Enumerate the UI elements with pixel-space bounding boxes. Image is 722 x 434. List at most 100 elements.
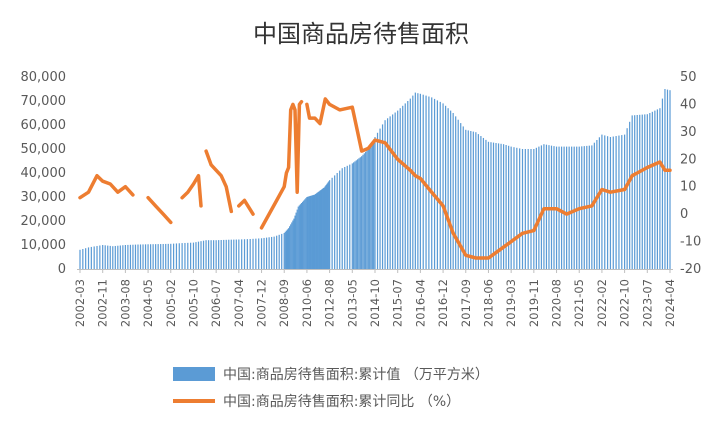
bar	[102, 245, 104, 269]
bar	[324, 186, 326, 269]
bar	[190, 242, 192, 269]
legend: 中国:商品房待售面积:累计值 （万平方米） 中国:商品房待售面积:累计同比 （%）	[173, 367, 489, 410]
bar	[661, 98, 664, 269]
bar	[328, 181, 330, 269]
bar	[450, 110, 452, 269]
bar	[598, 137, 601, 269]
bar	[233, 239, 235, 269]
bar	[114, 245, 116, 269]
bar	[392, 114, 394, 269]
bar	[235, 239, 237, 269]
x-axis-tick-label: 2020-08	[550, 279, 564, 327]
bar	[87, 247, 90, 269]
bar	[165, 243, 167, 269]
bar	[664, 89, 666, 269]
bar	[612, 136, 614, 269]
bar	[260, 238, 263, 269]
bar	[639, 114, 641, 269]
bar	[306, 197, 308, 269]
x-axis-tick-label: 2019-11	[527, 279, 541, 327]
bar-series	[79, 89, 671, 270]
bar	[646, 114, 648, 269]
bar	[407, 101, 409, 269]
bar	[246, 239, 248, 269]
bar	[82, 249, 84, 269]
bar	[192, 242, 195, 269]
bar	[376, 132, 379, 269]
bar	[538, 146, 540, 269]
bar	[351, 163, 353, 269]
right-axis-tick-label: -20	[680, 262, 701, 277]
bar	[573, 146, 575, 269]
bar	[162, 243, 164, 269]
bar	[631, 115, 633, 270]
bar	[109, 245, 111, 269]
bar	[170, 243, 172, 269]
x-axis-tick-label: 2006-07	[209, 279, 223, 327]
bar	[317, 191, 319, 269]
bar	[447, 108, 449, 269]
bar	[513, 147, 515, 269]
bar	[305, 198, 307, 269]
bar	[265, 237, 268, 269]
bar	[596, 140, 598, 269]
bar	[286, 229, 289, 269]
bar	[521, 149, 524, 269]
bar	[284, 231, 286, 269]
bar	[412, 95, 414, 269]
bar	[315, 193, 318, 269]
bar	[90, 246, 92, 269]
bar	[442, 103, 444, 270]
x-axis-tick-label: 2004-05	[141, 279, 155, 327]
bar	[96, 245, 98, 269]
bar	[381, 124, 384, 270]
bar	[601, 134, 603, 269]
left-axis-tick-label: 20,000	[21, 214, 67, 229]
bar	[312, 195, 314, 269]
bar	[362, 154, 364, 269]
bar	[626, 128, 628, 269]
bar	[249, 239, 251, 269]
bar	[425, 95, 427, 269]
bar	[609, 137, 612, 269]
x-axis-tick-label: 2005-10	[186, 279, 200, 327]
right-axis: -20 -10 0 10 20 30 40 50	[680, 70, 701, 277]
bar	[172, 243, 175, 269]
bar	[358, 158, 360, 269]
x-axis-tick-label: 2003-08	[118, 279, 132, 327]
bar	[563, 146, 565, 269]
bar	[93, 246, 95, 269]
bar	[215, 240, 217, 269]
bar	[472, 131, 474, 269]
bar	[327, 182, 329, 269]
x-axis-tick-label: 2013-05	[345, 279, 359, 327]
x-axis-tick-label: 2022-10	[618, 279, 632, 327]
right-axis-tick-label: 10	[680, 180, 697, 195]
bar	[409, 98, 411, 269]
bar	[604, 135, 606, 269]
bar	[543, 144, 545, 269]
bar	[419, 93, 421, 269]
bar	[329, 180, 331, 269]
bar	[433, 98, 436, 270]
bar	[142, 244, 144, 269]
bar	[122, 245, 124, 269]
bar	[487, 141, 490, 269]
bar	[404, 103, 406, 270]
bar	[519, 148, 521, 269]
right-axis-tick-label: 30	[680, 125, 697, 140]
bar	[482, 137, 485, 269]
x-axis-tick-label: 2017-09	[459, 279, 473, 327]
right-axis-tick-label: -10	[680, 235, 701, 250]
x-axis-tick-label: 2008-09	[277, 279, 291, 327]
bar	[386, 118, 389, 269]
bar	[414, 92, 416, 269]
bar	[339, 170, 341, 269]
bar	[134, 244, 137, 269]
bar	[228, 239, 230, 269]
bar	[308, 196, 310, 269]
bar	[195, 242, 197, 269]
bar	[213, 240, 215, 269]
bar	[304, 199, 306, 269]
x-axis-tick-label: 2014-10	[368, 279, 382, 327]
